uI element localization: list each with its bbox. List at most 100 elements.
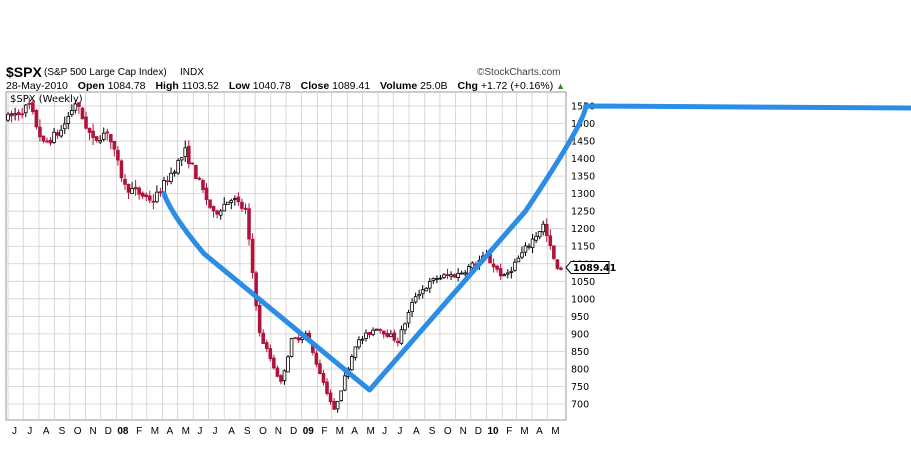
price-bar-body: [215, 210, 219, 215]
price-bar-body: [20, 113, 25, 116]
price-bar-body: [389, 333, 393, 338]
price-bar-body: [552, 245, 556, 259]
chart-security-name: (S&P 500 Large Cap Index): [44, 67, 167, 78]
price-bar-body: [34, 110, 39, 128]
price-bar-body: [9, 112, 14, 117]
price-bar-body: [59, 129, 63, 137]
price-bar-body: [119, 160, 124, 179]
price-bar-body: [27, 102, 32, 105]
high-value: 1103.52: [181, 80, 219, 92]
x-tick-label: A: [228, 426, 235, 437]
chg-label: Chg: [457, 80, 478, 92]
price-bar-body: [438, 277, 443, 280]
price-bar-body: [84, 116, 88, 129]
price-bar-body: [537, 231, 542, 238]
volume-value: 25.0B: [420, 80, 448, 92]
price-bar-body: [417, 294, 421, 297]
x-tick-label: F: [506, 426, 512, 437]
price-bar-body: [133, 186, 138, 190]
x-tick-label: D: [105, 426, 112, 437]
price-bar-body: [247, 208, 251, 240]
price-bar-body: [325, 381, 329, 394]
price-bar-body: [116, 149, 120, 161]
price-bar-body: [289, 338, 294, 357]
price-bar-body: [520, 252, 524, 258]
x-tick-label: N: [275, 426, 282, 437]
price-bar-body: [70, 110, 74, 116]
overlay-line: [161, 103, 911, 393]
price-bar-body: [420, 289, 425, 295]
price-bar-body: [137, 187, 141, 195]
x-tick-label: D: [475, 426, 482, 437]
x-tick-label: A: [413, 426, 420, 437]
close-value: 1089.41: [332, 80, 371, 92]
price-bar-body: [208, 199, 212, 208]
x-tick-label: J: [197, 426, 202, 437]
price-bar-body: [293, 337, 297, 340]
price-bar-body: [243, 207, 248, 210]
price-bar-body: [229, 200, 234, 203]
price-bar-body: [502, 274, 507, 277]
y-tick-label: 700: [571, 400, 589, 411]
x-tick-label: D: [290, 426, 297, 437]
price-bar-body: [353, 346, 358, 358]
price-bar-body: [424, 287, 429, 292]
y-tick-label: 1500: [571, 119, 595, 130]
price-bar-body: [62, 123, 67, 130]
price-bar-body: [279, 375, 283, 382]
x-tick-label: J: [213, 426, 218, 437]
open-label: Open: [77, 80, 105, 92]
price-bar-body: [13, 113, 17, 116]
price-bar-body: [350, 356, 354, 371]
price-bar-body: [158, 191, 163, 194]
y-tick-label: 1450: [571, 137, 595, 148]
price-bar-body: [523, 245, 528, 253]
price-bar-body: [427, 281, 432, 289]
price-bar-body: [211, 206, 216, 212]
x-tick-label: S: [429, 426, 436, 437]
price-bar-body: [179, 157, 184, 161]
price-bar-body: [548, 235, 553, 246]
price-bar-body: [91, 130, 95, 138]
price-bar-body: [378, 329, 382, 331]
x-tick-label: S: [59, 426, 66, 437]
y-tick-label: 1550: [571, 102, 595, 113]
price-bar-body: [66, 115, 71, 124]
y-tick-label: 1250: [571, 207, 595, 218]
price-bar-body: [357, 339, 361, 348]
price-bar-body: [123, 178, 127, 185]
price-bar-body: [218, 210, 223, 216]
low-label: Low: [228, 80, 250, 92]
y-tick-label: 1000: [571, 294, 595, 305]
price-bar-body: [55, 132, 60, 136]
price-bar-body: [495, 265, 499, 270]
price-bar-body: [38, 126, 42, 138]
price-bar-body: [165, 180, 170, 183]
price-bar-body: [459, 272, 464, 275]
last-value-label: 1089.41: [573, 263, 616, 274]
x-tick-label: J: [27, 426, 32, 437]
x-tick-label: M: [336, 426, 344, 437]
x-tick-label: M: [551, 426, 559, 437]
price-bar-body: [45, 140, 49, 143]
y-tick-label: 750: [571, 382, 589, 393]
low-value: 1040.78: [252, 80, 291, 92]
x-tick-label: O: [444, 426, 452, 437]
x-tick-label: J: [397, 426, 402, 437]
price-bar-body: [41, 135, 46, 142]
price-bar-body: [296, 337, 301, 341]
chart-exchange: INDX: [180, 67, 204, 78]
x-tick-label: S: [244, 426, 251, 437]
x-tick-label: M: [366, 426, 374, 437]
price-bar-body: [541, 223, 546, 233]
price-bar-body: [130, 188, 134, 194]
y-tick-label: 1300: [571, 189, 595, 200]
price-bar-body: [190, 162, 195, 165]
price-bar-body: [197, 177, 202, 180]
x-tick-label: N: [89, 426, 96, 437]
price-bar-body: [94, 136, 99, 141]
chart-symbol: $SPX: [6, 64, 42, 80]
x-tick-label: A: [166, 426, 173, 437]
price-bar-body: [6, 113, 10, 121]
